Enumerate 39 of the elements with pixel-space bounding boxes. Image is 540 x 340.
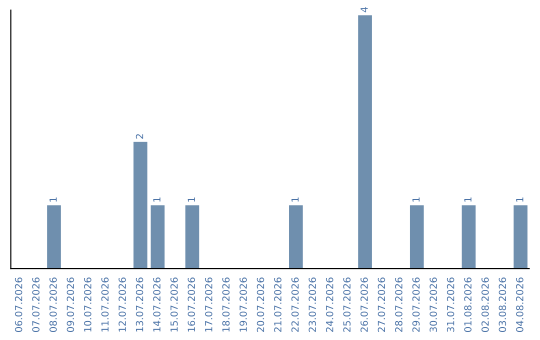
x-tick-label: 25.07.2026 xyxy=(343,278,351,332)
x-tick-label: 04.08.2026 xyxy=(516,278,524,332)
x-tick-label: 26.07.2026 xyxy=(360,278,368,332)
x-tick-label: 19.07.2026 xyxy=(240,278,247,332)
data-label: 1 xyxy=(292,197,299,202)
x-tick-label: 29.07.2026 xyxy=(412,278,420,332)
x-tick-label: 06.07.2026 xyxy=(14,278,22,332)
data-label: 1 xyxy=(464,197,472,202)
data-label: 1 xyxy=(153,197,160,202)
x-tick-label: 17.07.2026 xyxy=(204,278,212,332)
x-tick-label: 09.07.2026 xyxy=(66,278,74,332)
x-tick-label: 22.07.2026 xyxy=(291,278,299,332)
x-tick-label: 03.08.2026 xyxy=(498,278,506,332)
x-tick-label: 12.07.2026 xyxy=(118,278,126,332)
x-tick-label: 14.07.2026 xyxy=(153,278,160,332)
x-tick-label: 20.07.2026 xyxy=(256,278,264,332)
x-tick-label: 01.08.2026 xyxy=(464,278,472,332)
x-tick-label: 07.07.2026 xyxy=(32,278,40,332)
x-tick-label: 24.07.2026 xyxy=(326,278,334,332)
data-label: 4 xyxy=(360,7,368,12)
x-tick-label: 08.07.2026 xyxy=(49,278,57,332)
x-tick-label: 28.07.2026 xyxy=(395,278,402,332)
x-tick-label: 16.07.2026 xyxy=(188,278,196,332)
data-label: 1 xyxy=(188,197,195,202)
x-tick-label: 30.07.2026 xyxy=(430,278,437,332)
x-tick-label: 21.07.2026 xyxy=(274,278,282,332)
x-tick-label: 27.07.2026 xyxy=(378,278,386,332)
x-tick-label: 02.08.2026 xyxy=(481,278,489,332)
x-tick-label: 15.07.2026 xyxy=(170,278,178,332)
data-label: 1 xyxy=(412,197,420,202)
x-tick-label: 18.07.2026 xyxy=(222,278,230,332)
data-label: 1 xyxy=(50,197,57,202)
x-tick-label: 10.07.2026 xyxy=(84,278,92,332)
data-label: 2 xyxy=(136,134,144,139)
x-tick-label: 31.07.2026 xyxy=(446,278,454,332)
data-label: 1 xyxy=(516,197,524,202)
x-tick-label: 23.07.2026 xyxy=(308,278,316,332)
x-tick-label: 11.07.2026 xyxy=(101,278,109,332)
x-tick-label: 13.07.2026 xyxy=(136,278,144,332)
